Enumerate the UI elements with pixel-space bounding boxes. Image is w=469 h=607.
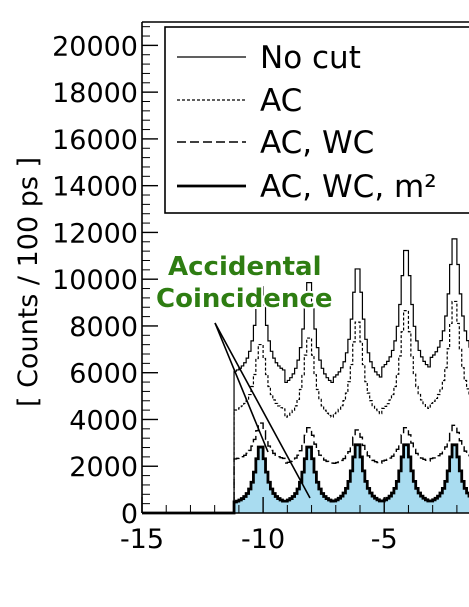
legend-label: AC	[260, 83, 302, 119]
y-tick-label: 8000	[69, 312, 138, 343]
annotation-arrow-1	[214, 322, 269, 453]
y-tick-label: 18000	[52, 78, 138, 109]
y-tick-label: 10000	[52, 265, 138, 296]
x-tick-label: -5	[371, 524, 398, 555]
legend-box	[164, 26, 469, 214]
legend-label: No cut	[260, 40, 361, 76]
series-line	[142, 422, 469, 514]
y-tick-label: 6000	[69, 359, 138, 390]
y-tick-layer: 0 2000 4000 6000 8000 10000 12000 14000 16000 180…	[52, 26, 158, 530]
y-axis-label: [ Counts / 100 ps ]	[13, 157, 44, 407]
annotation-line-1: Accidental	[168, 252, 322, 282]
fill-layer	[142, 444, 469, 513]
axes-layer	[141, 21, 469, 514]
legend-label: AC, WC	[260, 125, 374, 161]
x-tick-label: -10	[241, 524, 285, 555]
y-tick-label: 4000	[69, 405, 138, 436]
annotation-layer: Accidental Coincidence	[154, 250, 335, 499]
annotation-line-2: Coincidence	[156, 284, 333, 314]
x-tick-layer: -15 -10 -5	[120, 497, 458, 555]
series-fill-area	[142, 444, 469, 513]
x-tick-label: -15	[120, 524, 164, 555]
y-tick-label: 16000	[52, 125, 138, 156]
y-tick-label: 12000	[52, 218, 138, 249]
y-tick-label: 20000	[52, 31, 138, 62]
y-tick-label: 2000	[69, 452, 138, 483]
annotation-arrow-2	[214, 322, 311, 499]
y-tick-label: 0	[121, 499, 138, 530]
series-layer	[142, 238, 469, 515]
series-line	[142, 300, 469, 514]
y-tick-label: 14000	[52, 172, 138, 203]
legend-label: AC, WC, m²	[260, 169, 437, 205]
legend: No cut AC AC, WC AC, WC, m²	[164, 26, 469, 214]
